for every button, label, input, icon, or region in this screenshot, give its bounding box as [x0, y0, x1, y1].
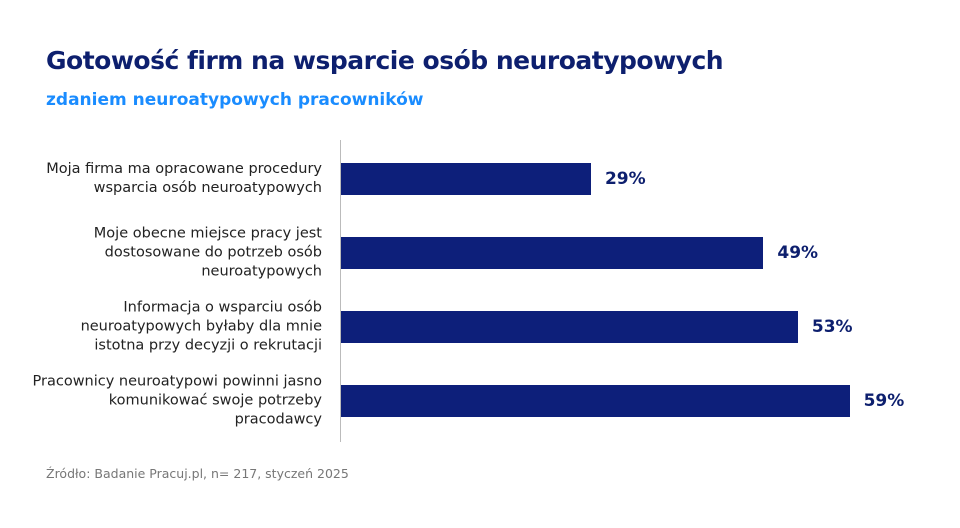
bar: [341, 237, 764, 269]
value-label: 53%: [811, 317, 853, 337]
bar: [341, 385, 850, 417]
category-label: Moja firma ma opracowane procedury wspar…: [46, 161, 322, 196]
axis-line: [340, 140, 341, 442]
category-label: Pracownicy neuroatypowi powinni jasno ko…: [32, 373, 322, 428]
value-label: 49%: [777, 243, 819, 263]
chart-subtitle: zdaniem neuroatypowych pracowników: [46, 90, 424, 110]
bar: [341, 163, 591, 195]
source-note: Źródło: Badanie Pracuj.pl, n= 217, stycz…: [46, 466, 349, 481]
chart-title: Gotowość firm na wsparcie osób neuroatyp…: [46, 46, 724, 75]
value-label: 29%: [604, 169, 646, 189]
bar: [341, 311, 798, 343]
category-label: Informacja o wsparciu osób neuroatypowyc…: [80, 299, 322, 354]
category-label: Moje obecne miejsce pracy jest dostosowa…: [93, 225, 322, 280]
value-label: 59%: [863, 391, 905, 411]
